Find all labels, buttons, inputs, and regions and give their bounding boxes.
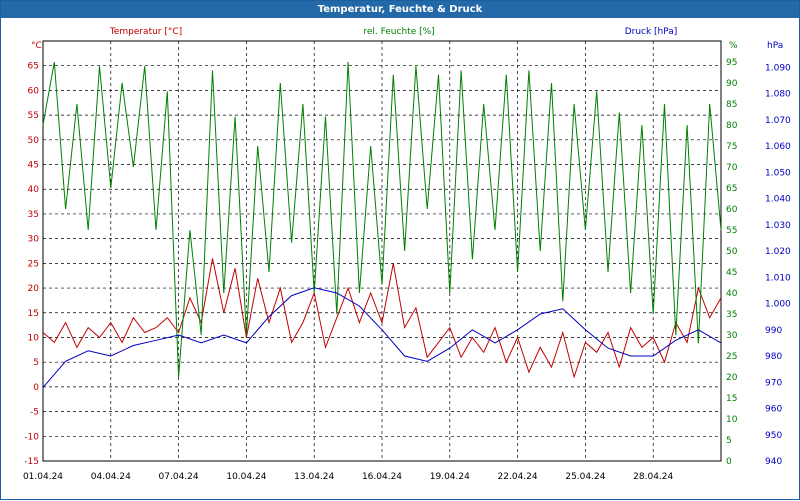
temperature-tick-label: 65 — [28, 62, 39, 72]
temperature-tick-label: 50 — [28, 136, 40, 146]
temperature-tick-label: -15 — [24, 457, 39, 467]
x-tick-label: 01.04.24 — [23, 472, 63, 482]
pressure-tick-label: 940 — [765, 457, 782, 467]
x-tick-label: 04.04.24 — [91, 472, 131, 482]
x-tick-label: 19.04.24 — [430, 472, 470, 482]
series-group — [42, 61, 722, 388]
temperature-tick-label: 40 — [28, 185, 40, 195]
x-tick-label: 13.04.24 — [294, 472, 334, 482]
humidity-tick-label: 30 — [726, 331, 738, 341]
pressure-tick-label: 1.090 — [765, 63, 791, 73]
temperature-tick-label: -5 — [30, 408, 39, 418]
humidity-tick-label: 85 — [726, 100, 737, 110]
pressure-tick-label: 990 — [765, 326, 782, 336]
humidity-unit-label: % — [729, 41, 738, 51]
humidity-tick-label: 0 — [726, 457, 732, 467]
temperature-tick-label: 10 — [28, 333, 40, 343]
temperature-tick-label: 5 — [33, 358, 39, 368]
humidity-tick-label: 65 — [726, 184, 737, 194]
x-tick-label: 07.04.24 — [159, 472, 199, 482]
pressure-tick-label: 1.040 — [765, 195, 791, 205]
pressure-tick-label: 1.000 — [765, 300, 791, 310]
pressure-tick-label: 1.030 — [765, 221, 791, 231]
grid — [43, 41, 721, 462]
humidity-series-label: rel. Feuchte [%] — [363, 27, 434, 37]
x-tick-label: 28.04.24 — [633, 472, 673, 482]
humidity-tick-label: 5 — [726, 436, 732, 446]
temperature-tick-label: 30 — [28, 235, 40, 245]
pressure-unit-label: hPa — [767, 41, 783, 51]
pressure-tick-label: 980 — [765, 352, 782, 362]
humidity-series-line — [42, 61, 722, 378]
humidity-tick-label: 70 — [726, 163, 738, 173]
humidity-tick-label: 40 — [726, 289, 738, 299]
temperature-tick-label: 20 — [28, 284, 40, 294]
pressure-tick-label: 960 — [765, 405, 782, 415]
humidity-tick-label: 10 — [726, 415, 738, 425]
pressure-series-line — [42, 287, 722, 388]
x-tick-label: 22.04.24 — [498, 472, 538, 482]
temperature-tick-label: 25 — [28, 259, 39, 269]
pressure-tick-label: 1.020 — [765, 247, 791, 257]
temperature-series-line — [42, 258, 722, 379]
temperature-series-label: Temperatur [°C] — [109, 27, 182, 37]
temperature-tick-label: 15 — [28, 309, 39, 319]
x-tick-label: 16.04.24 — [362, 472, 402, 482]
humidity-tick-label: 45 — [726, 268, 737, 278]
temperature-tick-label: 45 — [28, 161, 39, 171]
humidity-tick-label: 35 — [726, 310, 737, 320]
pressure-tick-label: 1.050 — [765, 168, 791, 178]
pressure-tick-label: 1.080 — [765, 90, 791, 100]
pressure-tick-label: 1.060 — [765, 142, 791, 152]
pressure-tick-label: 1.070 — [765, 116, 791, 126]
pressure-tick-label: 970 — [765, 378, 782, 388]
temperature-tick-label: -10 — [24, 432, 39, 442]
humidity-tick-label: 95 — [726, 58, 737, 68]
humidity-tick-label: 55 — [726, 226, 737, 236]
humidity-tick-label: 15 — [726, 394, 737, 404]
pressure-tick-label: 950 — [765, 431, 782, 441]
humidity-tick-label: 60 — [726, 205, 738, 215]
pressure-tick-label: 1.010 — [765, 273, 791, 283]
humidity-tick-label: 25 — [726, 352, 737, 362]
window-title: Temperatur, Feuchte & Druck — [1, 1, 799, 18]
temperature-tick-label: 55 — [28, 111, 39, 121]
pressure-series-label: Druck [hPa] — [625, 27, 678, 37]
temperature-tick-label: 0 — [33, 383, 39, 393]
x-tick-label: 10.04.24 — [226, 472, 266, 482]
humidity-tick-label: 80 — [726, 121, 738, 131]
humidity-tick-label: 75 — [726, 142, 737, 152]
humidity-tick-label: 50 — [726, 247, 738, 257]
temperature-tick-label: 60 — [28, 86, 40, 96]
temperature-tick-label: 35 — [28, 210, 39, 220]
humidity-tick-label: 90 — [726, 79, 738, 89]
tick-labels: 65605550454035302520151050-5-10-1501.04.… — [23, 58, 791, 482]
x-tick-label: 25.04.24 — [565, 472, 605, 482]
temperature-unit-label: °C — [31, 41, 42, 51]
humidity-tick-label: 20 — [726, 373, 738, 383]
